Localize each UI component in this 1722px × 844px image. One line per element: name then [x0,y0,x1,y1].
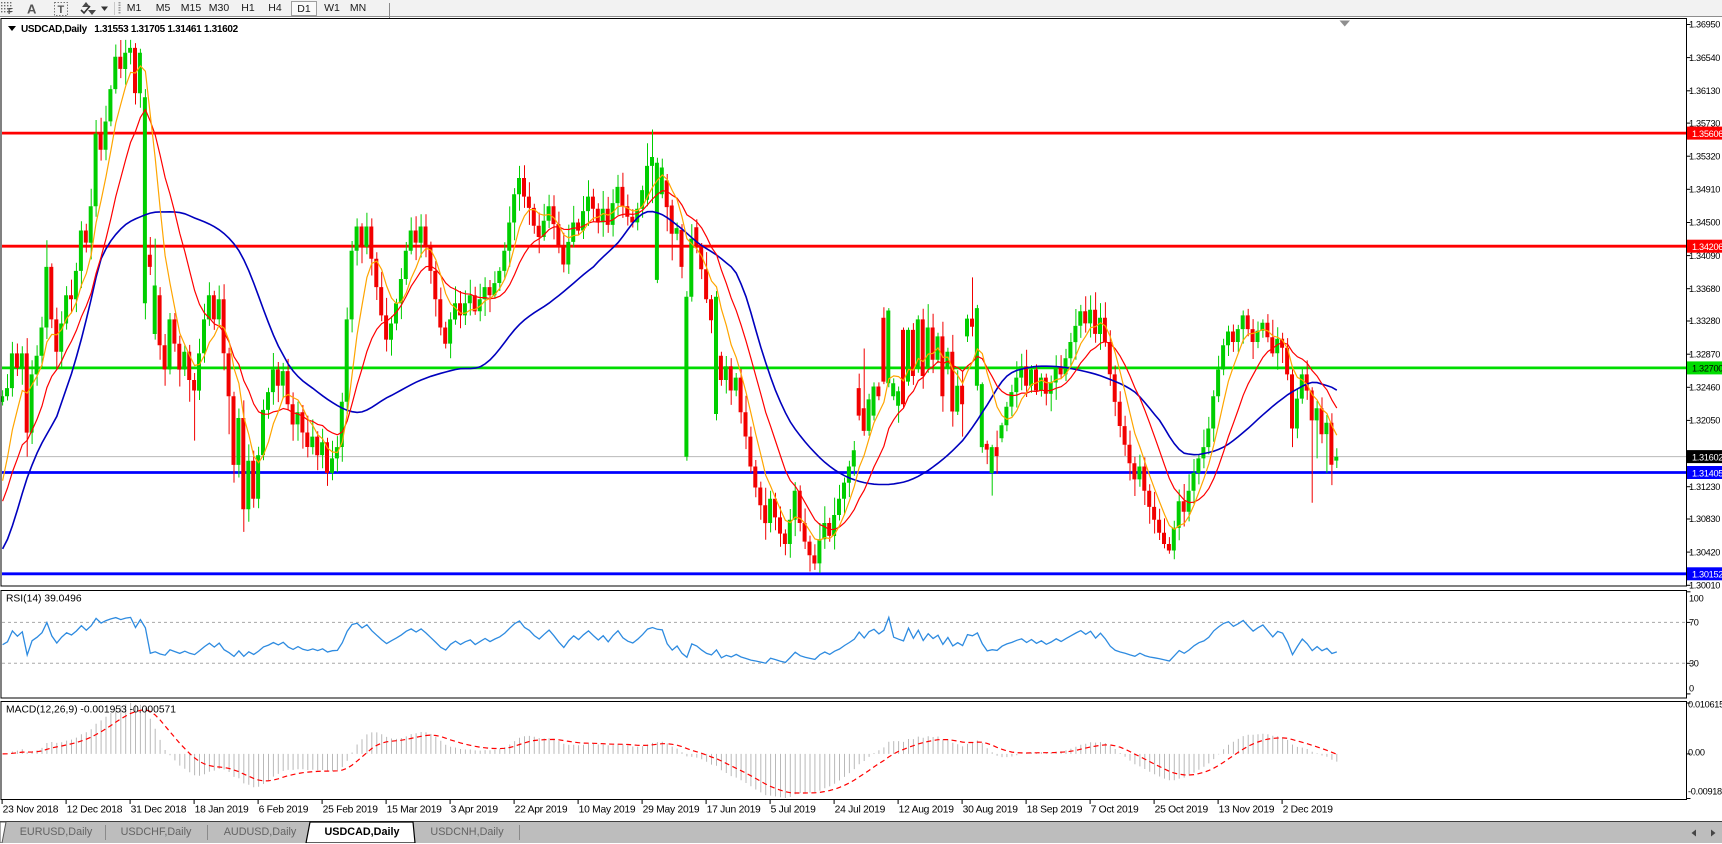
svg-text:1.32050: 1.32050 [1689,416,1720,426]
svg-text:7 Oct 2019: 7 Oct 2019 [1091,805,1139,816]
svg-text:6 Feb 2019: 6 Feb 2019 [259,805,309,816]
svg-text:0.00: 0.00 [1688,748,1705,758]
svg-text:1.31602: 1.31602 [1692,452,1722,462]
svg-text:30: 30 [1689,659,1699,669]
svg-text:MACD(12,26,9) -0.001953 -0.000: MACD(12,26,9) -0.001953 -0.000571 [6,705,176,716]
svg-text:25 Oct 2019: 25 Oct 2019 [1155,805,1209,816]
svg-text:1.32870: 1.32870 [1689,349,1720,359]
svg-text:1.32700: 1.32700 [1692,364,1722,374]
svg-text:1.36540: 1.36540 [1689,53,1720,63]
svg-text:1.35320: 1.35320 [1689,151,1720,161]
svg-text:12 Aug 2019: 12 Aug 2019 [899,805,955,816]
svg-text:15 Mar 2019: 15 Mar 2019 [387,805,443,816]
svg-text:23 Nov 2018: 23 Nov 2018 [3,805,59,816]
svg-text:2 Dec 2019: 2 Dec 2019 [1283,805,1334,816]
svg-text:10 May 2019: 10 May 2019 [579,805,636,816]
svg-text:1.36130: 1.36130 [1689,86,1720,96]
svg-text:1.31230: 1.31230 [1689,482,1720,492]
svg-text:0: 0 [1689,684,1694,694]
svg-text:13 Nov 2019: 13 Nov 2019 [1219,805,1275,816]
svg-text:1.31405: 1.31405 [1692,468,1722,478]
svg-text:0.010615: 0.010615 [1688,700,1722,710]
svg-text:29 May 2019: 29 May 2019 [643,805,700,816]
svg-text:1.35730: 1.35730 [1689,118,1720,128]
svg-text:1.36950: 1.36950 [1689,20,1720,30]
svg-text:USDCAD,Daily 1.31553 1.31705: USDCAD,Daily 1.31553 1.31705 1.31461 1.3… [21,24,239,35]
svg-text:1.33280: 1.33280 [1689,316,1720,326]
svg-text:T: T [58,4,65,16]
svg-text:5 Jul 2019: 5 Jul 2019 [771,805,817,816]
svg-text:1.30010: 1.30010 [1689,581,1720,591]
svg-text:A: A [27,2,37,17]
svg-text:18 Sep 2019: 18 Sep 2019 [1027,805,1083,816]
svg-text:RSI(14) 39.0496: RSI(14) 39.0496 [6,594,82,605]
svg-text:1.34500: 1.34500 [1689,218,1720,228]
svg-text:1.34090: 1.34090 [1689,251,1720,261]
svg-text:1.30830: 1.30830 [1689,514,1720,524]
svg-text:1.30420: 1.30420 [1689,547,1720,557]
svg-text:1.35606: 1.35606 [1692,129,1722,139]
svg-text:1.34206: 1.34206 [1692,242,1722,252]
svg-text:3 Apr 2019: 3 Apr 2019 [451,805,499,816]
svg-text:1.30152: 1.30152 [1692,570,1722,580]
svg-text:70: 70 [1689,618,1699,628]
svg-text:22 Apr 2019: 22 Apr 2019 [515,805,568,816]
svg-text:1.32460: 1.32460 [1689,383,1720,393]
svg-text:100: 100 [1689,594,1704,604]
svg-text:1.33680: 1.33680 [1689,284,1720,294]
svg-text:24 Jul 2019: 24 Jul 2019 [835,805,886,816]
svg-text:17 Jun 2019: 17 Jun 2019 [707,805,761,816]
svg-text:31 Dec 2018: 31 Dec 2018 [131,805,187,816]
svg-text:12 Dec 2018: 12 Dec 2018 [67,805,123,816]
svg-text:-0.00918: -0.00918 [1688,786,1722,796]
svg-text:25 Feb 2019: 25 Feb 2019 [323,805,379,816]
svg-text:1.34910: 1.34910 [1689,185,1720,195]
svg-text:30 Aug 2019: 30 Aug 2019 [963,805,1019,816]
svg-text:18 Jan 2019: 18 Jan 2019 [195,805,249,816]
svg-text:F: F [8,7,13,16]
